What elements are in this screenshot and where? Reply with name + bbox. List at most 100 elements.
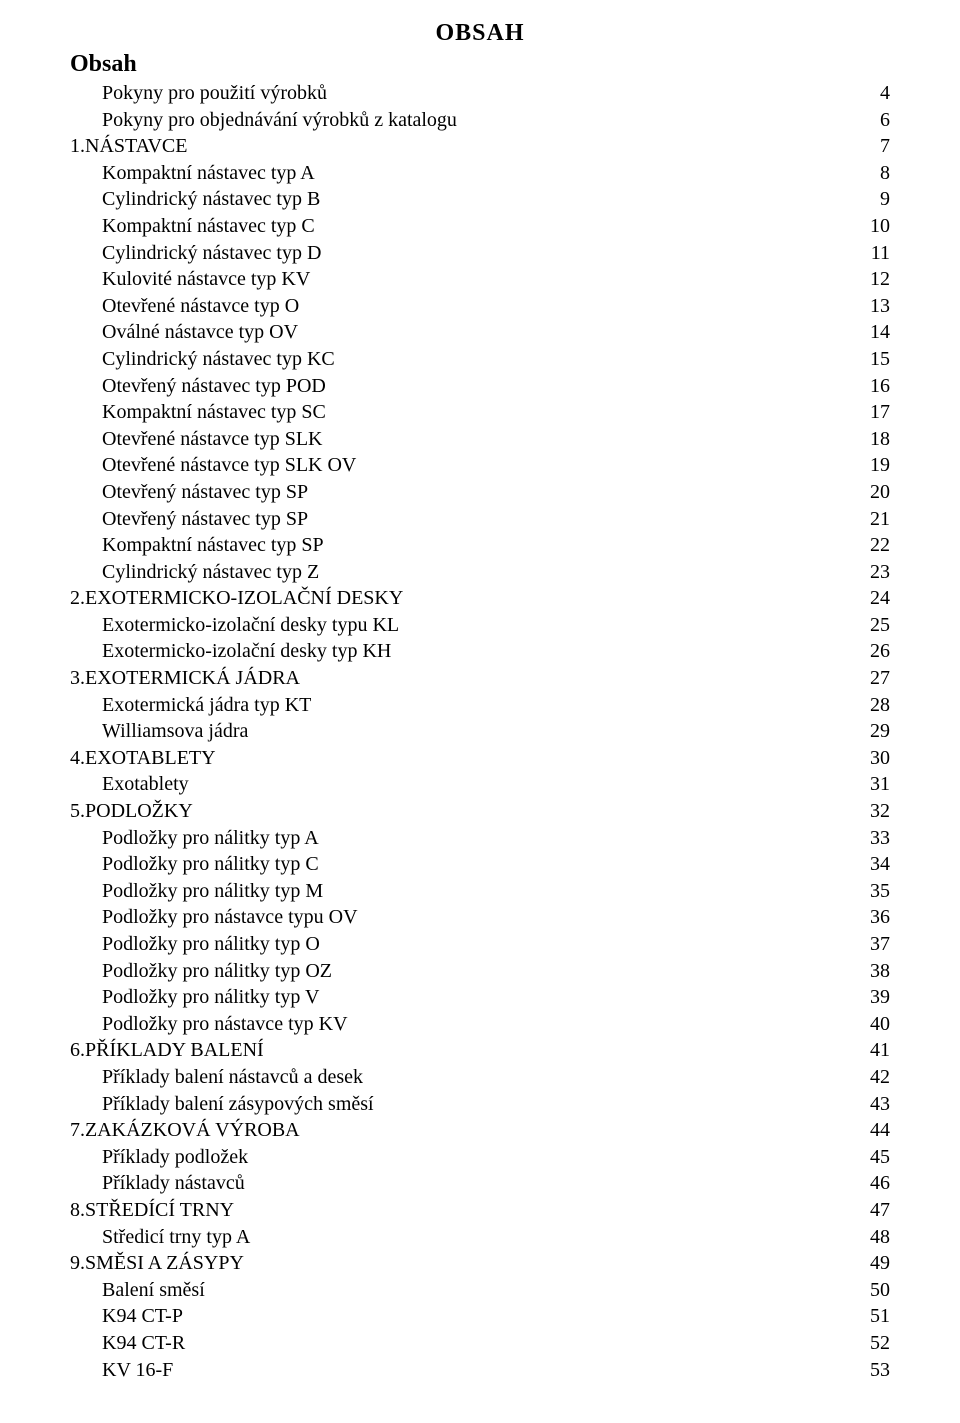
toc-entry-page: 18 <box>866 426 890 453</box>
toc-entry: Cylindrický nástavec typ D 11 <box>70 240 890 267</box>
toc-entry-label: 6.PŘÍKLADY BALENÍ <box>70 1037 264 1064</box>
toc-entry-label: 9.SMĚSI A ZÁSYPY <box>70 1250 244 1277</box>
toc-entry-page: 16 <box>866 373 890 400</box>
toc-entry: Exotermicko-izolační desky typu KL25 <box>70 612 890 639</box>
toc-entry-page: 21 <box>866 506 890 533</box>
toc-entry: Balení směsí 50 <box>70 1277 890 1304</box>
toc-entry-label: Podložky pro nástavce typu OV <box>102 904 358 931</box>
toc-entry-page: 41 <box>866 1037 890 1064</box>
toc-entry-page: 38 <box>866 958 890 985</box>
toc-entry-label: Otevřené nástavce typ SLK <box>102 426 322 453</box>
toc-entry: Otevřené nástavce typ SLK 18 <box>70 426 890 453</box>
toc-entry: Pokyny pro použití výrobků4 <box>70 80 890 107</box>
toc-entry-label: Exotermicko-izolační desky typu KL <box>102 612 399 639</box>
toc-entry-page: 17 <box>866 399 890 426</box>
toc-entry: Středicí trny typ A48 <box>70 1224 890 1251</box>
toc-entry-label: 5.PODLOŽKY <box>70 798 193 825</box>
toc-entry-label: Cylindrický nástavec typ B <box>102 186 320 213</box>
toc-entry-page: 47 <box>866 1197 890 1224</box>
toc-entry: Otevřené nástavce typ O 13 <box>70 293 890 320</box>
toc-entry: Kompaktní nástavec typ C10 <box>70 213 890 240</box>
toc-entry: 6.PŘÍKLADY BALENÍ 41 <box>70 1037 890 1064</box>
toc-entry-label: Podložky pro nálitky typ C <box>102 851 319 878</box>
toc-entry: Exotermicko-izolační desky typ KH 26 <box>70 638 890 665</box>
toc-entry: Cylindrický nástavec typ KC15 <box>70 346 890 373</box>
toc-entry-page: 11 <box>866 240 890 267</box>
toc-entry: 1.NÁSTAVCE7 <box>70 133 890 160</box>
toc-entry-label: Cylindrický nástavec typ Z <box>102 559 319 586</box>
toc-entry-page: 43 <box>866 1091 890 1118</box>
toc-entry: 3.EXOTERMICKÁ JÁDRA 27 <box>70 665 890 692</box>
toc-entry-page: 19 <box>866 452 890 479</box>
toc-entry-page: 53 <box>866 1357 890 1384</box>
toc-entry: 5.PODLOŽKY 32 <box>70 798 890 825</box>
toc-entry-page: 42 <box>866 1064 890 1091</box>
toc-entry: KV 16-F 53 <box>70 1357 890 1384</box>
toc-entry-label: Pokyny pro použití výrobků <box>102 80 327 107</box>
toc-entry-page: 13 <box>866 293 890 320</box>
toc-entry: 4.EXOTABLETY 30 <box>70 745 890 772</box>
toc-entry-label: Kompaktní nástavec typ A <box>102 160 315 187</box>
toc-entry-page: 30 <box>866 745 890 772</box>
toc-entry-label: Exotermicko-izolační desky typ KH <box>102 638 391 665</box>
toc-entry-page: 48 <box>866 1224 890 1251</box>
toc-entry-page: 52 <box>866 1330 890 1357</box>
toc-entry-page: 28 <box>866 692 890 719</box>
toc-entry: Příklady balení zásypových směsí43 <box>70 1091 890 1118</box>
toc-entry-label: 3.EXOTERMICKÁ JÁDRA <box>70 665 300 692</box>
toc-entry-page: 14 <box>866 319 890 346</box>
toc-entry-page: 26 <box>866 638 890 665</box>
toc-entry-page: 33 <box>866 825 890 852</box>
toc-entry: 8.STŘEDÍCÍ TRNY 47 <box>70 1197 890 1224</box>
toc-entry-label: Pokyny pro objednávání výrobků z katalog… <box>102 107 457 134</box>
toc-entry-page: 15 <box>866 346 890 373</box>
toc-entry-label: Otevřený nástavec typ SP <box>102 479 308 506</box>
toc-entry-label: 4.EXOTABLETY <box>70 745 216 772</box>
toc-entry: Podložky pro nálitky typ M35 <box>70 878 890 905</box>
toc-entry: Williamsova jádra29 <box>70 718 890 745</box>
toc-entry-label: Cylindrický nástavec typ D <box>102 240 321 267</box>
toc-entry-label: Příklady balení nástavců a desek <box>102 1064 363 1091</box>
toc-entry-page: 39 <box>866 984 890 1011</box>
toc-entry-label: Oválné nástavce typ OV <box>102 319 298 346</box>
toc-entry: Příklady nástavců46 <box>70 1170 890 1197</box>
toc-entry: Exotablety31 <box>70 771 890 798</box>
toc-entry-label: 2.EXOTERMICKO-IZOLAČNÍ DESKY <box>70 585 403 612</box>
toc-entry-page: 29 <box>866 718 890 745</box>
toc-entry-label: 8.STŘEDÍCÍ TRNY <box>70 1197 234 1224</box>
toc-entry-page: 50 <box>866 1277 890 1304</box>
toc-entry-page: 34 <box>866 851 890 878</box>
toc-entry: Exotermická jádra typ KT28 <box>70 692 890 719</box>
toc-entry-page: 27 <box>866 665 890 692</box>
toc-entry-page: 32 <box>866 798 890 825</box>
toc-entry-page: 46 <box>866 1170 890 1197</box>
toc-entry: Podložky pro nálitky typ OZ38 <box>70 958 890 985</box>
toc-entry: Oválné nástavce typ OV 14 <box>70 319 890 346</box>
toc-entry-label: KV 16-F <box>102 1357 173 1384</box>
toc-entry-label: Balení směsí <box>102 1277 205 1304</box>
toc-entry-page: 20 <box>866 479 890 506</box>
toc-entry-label: Otevřené nástavce typ O <box>102 293 299 320</box>
toc-entry-label: Otevřený nástavec typ POD <box>102 373 326 400</box>
toc-entry-page: 12 <box>866 266 890 293</box>
toc-entry: Kompaktní nástavec typ SC 17 <box>70 399 890 426</box>
toc-title: Obsah <box>70 51 890 78</box>
toc-entry-label: Podložky pro nálitky typ M <box>102 878 323 905</box>
toc-entry-page: 44 <box>866 1117 890 1144</box>
toc-entry-label: Otevřené nástavce typ SLK OV <box>102 452 356 479</box>
toc-entry-label: Podložky pro nálitky typ O <box>102 931 320 958</box>
toc-entry: Podložky pro nálitky typ A33 <box>70 825 890 852</box>
toc-entry-label: Kulovité nástavce typ KV <box>102 266 310 293</box>
toc-entry-page: 8 <box>866 160 890 187</box>
toc-entry: Příklady podložek45 <box>70 1144 890 1171</box>
toc-entry-page: 22 <box>866 532 890 559</box>
toc-entry-page: 37 <box>866 931 890 958</box>
toc-entry: Příklady balení nástavců a desek 42 <box>70 1064 890 1091</box>
toc-entry-label: Kompaktní nástavec typ SC <box>102 399 326 426</box>
toc-entry-label: Příklady podložek <box>102 1144 248 1171</box>
toc-entry: Otevřený nástavec typ SP21 <box>70 506 890 533</box>
toc-entry: 9.SMĚSI A ZÁSYPY49 <box>70 1250 890 1277</box>
toc-entry: K94 CT-R52 <box>70 1330 890 1357</box>
toc-entry: Otevřený nástavec typ SP 20 <box>70 479 890 506</box>
toc-entry-page: 10 <box>866 213 890 240</box>
